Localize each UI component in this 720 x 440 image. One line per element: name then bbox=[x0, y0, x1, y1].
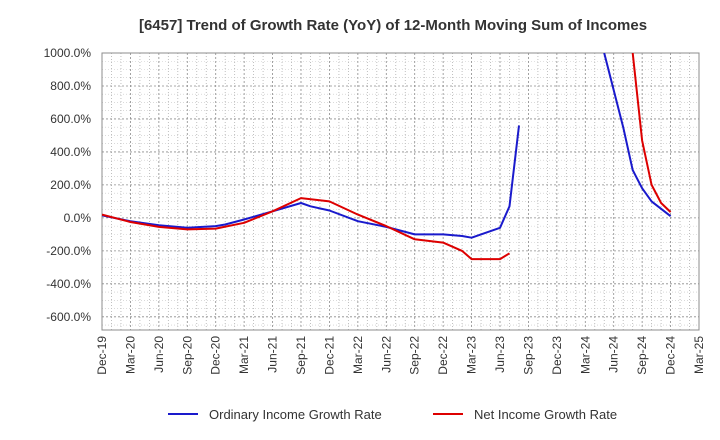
x-axis: Dec-19 Mar-20 Jun-20 Sep-20 Dec-20 Mar-21 Jun-… bbox=[95, 336, 706, 375]
x-tick-label: Jun-22 bbox=[379, 336, 393, 373]
y-axis: 1000.0% 800.0% 600.0% 400.0% 200.0% 0.0% -200.… bbox=[44, 46, 92, 324]
x-tick-label: Dec-21 bbox=[322, 336, 336, 375]
x-tick-label: Jun-24 bbox=[607, 336, 621, 373]
x-tick-label: Sep-23 bbox=[521, 336, 535, 375]
legend-label: Ordinary Income Growth Rate bbox=[209, 407, 382, 422]
series-line-1 bbox=[102, 197, 511, 261]
x-tick-label: Jun-21 bbox=[266, 336, 280, 373]
plot-area bbox=[101, 52, 700, 331]
y-tick-label: -400.0% bbox=[46, 277, 91, 291]
y-tick-label: 800.0% bbox=[50, 79, 91, 93]
grid-major bbox=[102, 53, 699, 330]
x-tick-label: Sep-20 bbox=[180, 336, 194, 375]
x-tick-label: Mar-21 bbox=[237, 336, 251, 374]
y-tick-label: -200.0% bbox=[46, 244, 91, 258]
x-tick-label: Jun-23 bbox=[493, 336, 507, 373]
y-tick-label: 1000.0% bbox=[44, 46, 92, 60]
series-layer bbox=[102, 53, 672, 261]
x-tick-label: Mar-22 bbox=[351, 336, 365, 374]
x-tick-label: Mar-24 bbox=[578, 336, 592, 374]
x-tick-label: Sep-22 bbox=[408, 336, 422, 375]
x-tick-label: Dec-19 bbox=[95, 336, 109, 375]
y-tick-label: 0.0% bbox=[64, 211, 92, 225]
y-tick-label: -600.0% bbox=[46, 310, 91, 324]
series-line-0 bbox=[102, 125, 520, 239]
x-tick-label: Sep-21 bbox=[294, 336, 308, 375]
x-tick-label: Mar-23 bbox=[465, 336, 479, 374]
x-tick-label: Jun-20 bbox=[152, 336, 166, 373]
y-tick-label: 200.0% bbox=[50, 178, 91, 192]
legend: Ordinary Income Growth Rate Net Income Gr… bbox=[168, 407, 617, 422]
x-tick-label: Mar-20 bbox=[123, 336, 137, 374]
x-tick-label: Dec-24 bbox=[664, 336, 678, 375]
x-tick-label: Dec-23 bbox=[550, 336, 564, 375]
grid-minor bbox=[102, 53, 699, 330]
legend-label: Net Income Growth Rate bbox=[474, 407, 617, 422]
x-tick-label: Dec-22 bbox=[436, 336, 450, 375]
series-line-0 bbox=[603, 53, 672, 217]
x-tick-label: Sep-24 bbox=[635, 336, 649, 375]
y-tick-label: 600.0% bbox=[50, 112, 91, 126]
chart-title: [6457] Trend of Growth Rate (YoY) of 12-… bbox=[139, 17, 647, 34]
y-tick-label: 400.0% bbox=[50, 145, 91, 159]
x-tick-label: Dec-20 bbox=[209, 336, 223, 375]
x-tick-label: Mar-25 bbox=[692, 336, 706, 374]
series-line-1 bbox=[631, 53, 672, 213]
